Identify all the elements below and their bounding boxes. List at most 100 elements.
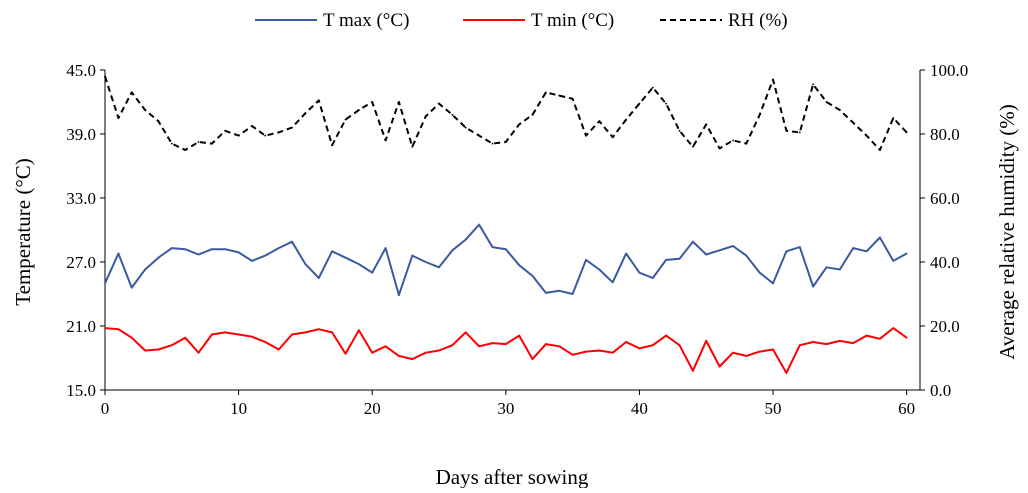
y-right-tick-label: 40.0 — [930, 253, 960, 272]
data-point-2 — [651, 86, 654, 89]
data-point-0 — [785, 250, 788, 253]
x-tick-label: 20 — [364, 399, 381, 418]
data-point-2 — [772, 78, 774, 81]
data-point-1 — [237, 333, 240, 336]
data-point-0 — [678, 257, 681, 260]
data-point-2 — [504, 141, 507, 143]
data-point-1 — [785, 372, 788, 374]
data-point-0 — [331, 250, 333, 253]
data-point-2 — [611, 136, 614, 139]
data-point-2 — [398, 101, 400, 103]
data-point-1 — [718, 365, 721, 368]
data-point-0 — [384, 247, 387, 250]
data-point-2 — [411, 145, 414, 148]
y-left-tick-label: 33.0 — [66, 189, 96, 208]
data-point-0 — [478, 223, 480, 226]
data-point-1 — [344, 352, 347, 355]
data-point-1 — [772, 348, 774, 351]
data-point-1 — [798, 344, 801, 347]
data-point-1 — [692, 369, 694, 372]
data-point-1 — [611, 351, 614, 354]
data-point-0 — [705, 253, 708, 256]
y-right-tick-label: 100.0 — [930, 61, 968, 80]
data-point-2 — [678, 129, 681, 132]
data-point-1 — [358, 329, 360, 332]
data-point-1 — [531, 358, 534, 360]
legend-label-1: T min (°C) — [531, 10, 614, 31]
data-point-2 — [130, 91, 133, 94]
legend: T max (°C) T min (°C) RH (%) — [255, 10, 788, 31]
data-point-1 — [451, 344, 454, 347]
data-point-0 — [184, 248, 187, 251]
series-line-1 — [104, 327, 908, 374]
data-point-0 — [170, 247, 173, 250]
data-point-0 — [157, 256, 160, 259]
data-point-0 — [518, 264, 521, 267]
data-point-0 — [571, 293, 574, 295]
data-point-0 — [531, 275, 534, 277]
data-point-0 — [625, 252, 627, 255]
y-right-tick-label: 80.0 — [930, 125, 960, 144]
x-tick-label: 60 — [898, 399, 915, 418]
data-point-2 — [317, 99, 320, 102]
data-point-1 — [211, 333, 213, 336]
x-axis-label: Days after sowing — [436, 465, 589, 488]
data-point-0 — [825, 266, 828, 269]
data-point-2 — [371, 101, 374, 103]
data-point-2 — [665, 102, 667, 105]
data-point-0 — [211, 248, 213, 251]
data-point-2 — [745, 142, 748, 145]
data-point-1 — [732, 351, 734, 354]
data-point-1 — [491, 342, 494, 344]
data-point-1 — [545, 343, 547, 345]
data-point-0 — [304, 263, 307, 265]
data-point-0 — [424, 261, 427, 263]
data-point-0 — [117, 252, 120, 255]
series-line-2 — [104, 76, 908, 151]
data-point-1 — [464, 331, 467, 334]
y-axis-right-label: Average relative humidity (%) — [995, 104, 1019, 360]
x-tick-label: 40 — [631, 399, 648, 418]
data-point-0 — [879, 236, 881, 239]
data-point-0 — [545, 292, 547, 294]
data-point-1 — [558, 345, 561, 348]
data-point-1 — [251, 335, 253, 338]
data-point-1 — [184, 336, 187, 339]
data-point-0 — [651, 277, 654, 279]
series-line-0 — [104, 223, 908, 297]
data-point-0 — [504, 248, 507, 251]
data-point-2 — [478, 134, 480, 137]
y-left-tick-label: 15.0 — [66, 381, 96, 400]
data-point-2 — [491, 142, 494, 145]
data-point-2 — [892, 117, 895, 119]
data-point-0 — [611, 281, 614, 284]
data-point-0 — [251, 260, 253, 262]
data-point-1 — [411, 358, 414, 360]
data-point-1 — [812, 341, 814, 343]
data-point-1 — [424, 351, 427, 354]
data-point-1 — [892, 327, 895, 329]
y-left-tick-label: 39.0 — [66, 125, 96, 144]
data-point-1 — [304, 331, 307, 334]
data-point-2 — [571, 97, 574, 100]
data-point-1 — [331, 331, 333, 334]
data-point-1 — [638, 347, 641, 350]
data-point-2 — [277, 131, 280, 134]
data-point-2 — [732, 139, 734, 142]
y-right-tick-label: 0.0 — [930, 381, 951, 400]
data-point-2 — [358, 109, 360, 111]
data-point-1 — [317, 328, 320, 331]
data-point-2 — [184, 149, 187, 151]
data-point-2 — [531, 113, 534, 116]
data-point-2 — [705, 123, 708, 126]
data-point-2 — [117, 117, 120, 119]
data-point-2 — [464, 126, 467, 129]
data-point-2 — [598, 120, 601, 123]
data-point-1 — [571, 353, 574, 356]
data-point-0 — [558, 289, 561, 292]
data-point-0 — [892, 260, 895, 262]
data-point-2 — [905, 131, 908, 134]
data-point-1 — [384, 345, 387, 348]
data-point-0 — [585, 259, 587, 261]
data-point-2 — [798, 131, 801, 134]
